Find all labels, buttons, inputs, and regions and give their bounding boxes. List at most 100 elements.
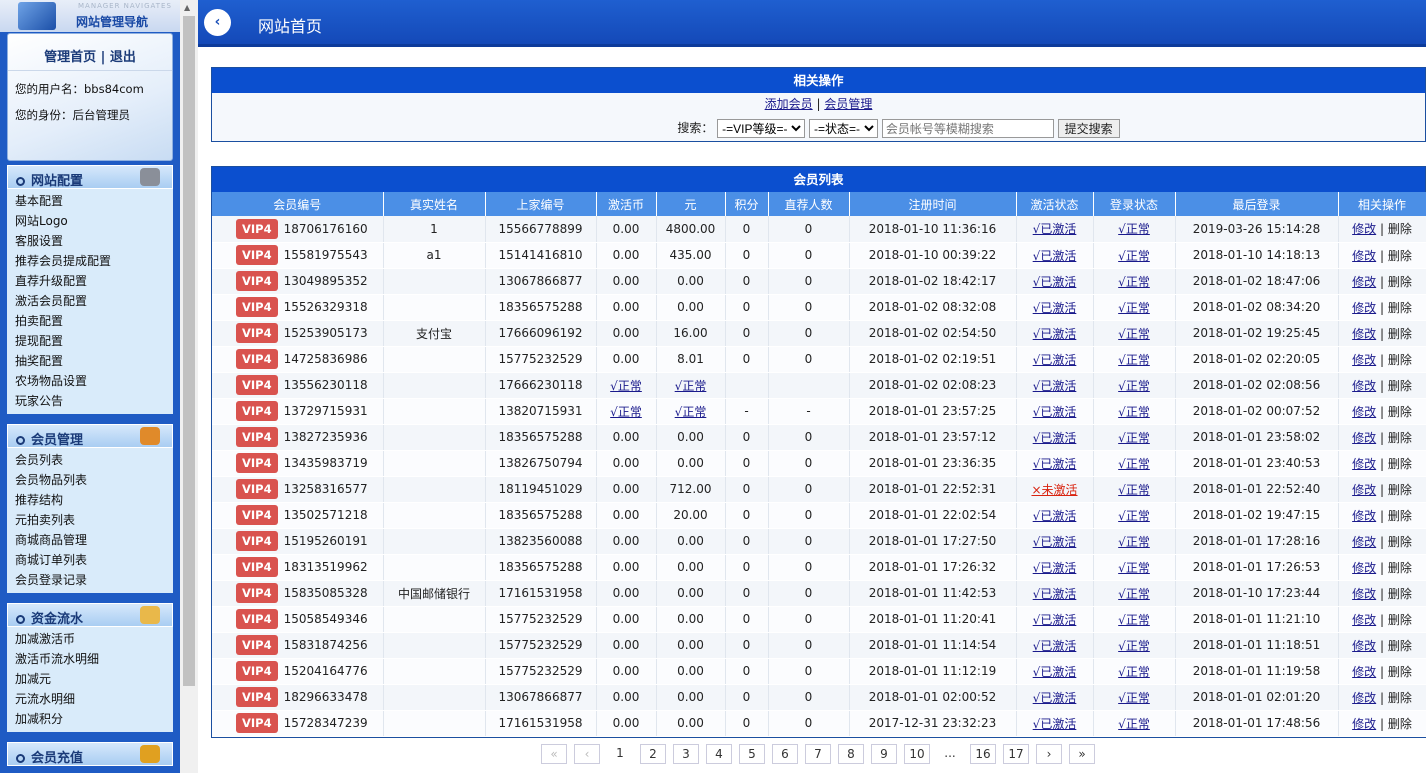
sidebar-group-header[interactable]: 会员充值 bbox=[7, 742, 173, 766]
delete-link[interactable]: 删除 bbox=[1387, 534, 1412, 549]
edit-link[interactable]: 修改 bbox=[1352, 430, 1377, 445]
activation-status-link[interactable]: √已激活 bbox=[1032, 690, 1077, 705]
login-status-link[interactable]: √正常 bbox=[1118, 352, 1150, 367]
status-link[interactable]: √正常 bbox=[610, 404, 642, 419]
login-status-link[interactable]: √正常 bbox=[1118, 430, 1150, 445]
activation-status-link[interactable]: √已激活 bbox=[1032, 560, 1077, 575]
sidebar-item[interactable]: 拍卖配置 bbox=[15, 314, 64, 328]
sidebar-item[interactable]: 加减积分 bbox=[15, 712, 64, 726]
edit-link[interactable]: 修改 bbox=[1352, 508, 1377, 523]
edit-link[interactable]: 修改 bbox=[1352, 222, 1377, 237]
login-status-link[interactable]: √正常 bbox=[1118, 664, 1150, 679]
activation-status-link[interactable]: √已激活 bbox=[1032, 456, 1077, 471]
sidebar-item[interactable]: 加减激活币 bbox=[15, 632, 76, 646]
sidebar-item[interactable]: 加减元 bbox=[15, 672, 52, 686]
delete-link[interactable]: 删除 bbox=[1387, 560, 1412, 575]
edit-link[interactable]: 修改 bbox=[1352, 612, 1377, 627]
admin-home-link[interactable]: 管理首页 bbox=[44, 50, 97, 65]
delete-link[interactable]: 删除 bbox=[1387, 326, 1412, 341]
page-button[interactable]: 9 bbox=[871, 744, 897, 764]
sidebar-item[interactable]: 推荐结构 bbox=[15, 493, 64, 507]
page-button[interactable]: 8 bbox=[838, 744, 864, 764]
search-input[interactable] bbox=[881, 119, 1054, 138]
login-status-link[interactable]: √正常 bbox=[1118, 326, 1150, 341]
login-status-link[interactable]: √正常 bbox=[1118, 300, 1150, 315]
edit-link[interactable]: 修改 bbox=[1352, 534, 1377, 549]
activation-status-link[interactable]: √已激活 bbox=[1032, 378, 1077, 393]
activation-status-link[interactable]: √已激活 bbox=[1032, 586, 1077, 601]
login-status-link[interactable]: √正常 bbox=[1118, 404, 1150, 419]
last-page-button[interactable]: » bbox=[1069, 744, 1095, 764]
sidebar-group-header[interactable]: 网站配置 bbox=[7, 165, 173, 189]
edit-link[interactable]: 修改 bbox=[1352, 716, 1377, 731]
activation-status-link[interactable]: √已激活 bbox=[1032, 248, 1077, 263]
page-button[interactable]: 1 bbox=[607, 744, 633, 764]
page-button[interactable]: 4 bbox=[706, 744, 732, 764]
sidebar-item[interactable]: 农场物品设置 bbox=[15, 374, 88, 388]
sidebar-scrollbar[interactable]: ▲ bbox=[180, 0, 198, 773]
activation-status-link[interactable]: √已激活 bbox=[1032, 352, 1077, 367]
status-link[interactable]: √正常 bbox=[610, 378, 642, 393]
delete-link[interactable]: 删除 bbox=[1387, 248, 1412, 263]
login-status-link[interactable]: √正常 bbox=[1118, 222, 1150, 237]
page-button[interactable]: 17 bbox=[1003, 744, 1029, 764]
login-status-link[interactable]: √正常 bbox=[1118, 456, 1150, 471]
edit-link[interactable]: 修改 bbox=[1352, 664, 1377, 679]
sidebar-item[interactable]: 会员列表 bbox=[15, 453, 64, 467]
edit-link[interactable]: 修改 bbox=[1352, 560, 1377, 575]
status-link[interactable]: √正常 bbox=[674, 404, 707, 419]
scroll-up-icon[interactable]: ▲ bbox=[184, 3, 191, 12]
sidebar-item[interactable]: 元拍卖列表 bbox=[15, 513, 76, 527]
delete-link[interactable]: 删除 bbox=[1387, 456, 1412, 471]
page-button[interactable]: 3 bbox=[673, 744, 699, 764]
prev-page-button[interactable]: ‹ bbox=[574, 744, 600, 764]
member-manage-link[interactable]: 会员管理 bbox=[824, 97, 873, 111]
activation-status-link[interactable]: √已激活 bbox=[1032, 326, 1077, 341]
delete-link[interactable]: 删除 bbox=[1387, 274, 1412, 289]
vip-level-select[interactable]: -=VIP等级=- bbox=[717, 119, 806, 138]
login-status-link[interactable]: √正常 bbox=[1118, 248, 1150, 263]
sidebar-item[interactable]: 直荐升级配置 bbox=[15, 274, 88, 288]
sidebar-item[interactable]: 推荐会员提成配置 bbox=[15, 254, 112, 268]
activation-status-link[interactable]: √已激活 bbox=[1032, 534, 1077, 549]
sidebar-item[interactable]: 会员物品列表 bbox=[15, 473, 88, 487]
sidebar-item[interactable]: 激活会员配置 bbox=[15, 294, 88, 308]
scrollbar-thumb[interactable] bbox=[183, 16, 195, 686]
activation-status-link[interactable]: √已激活 bbox=[1032, 716, 1077, 731]
page-button[interactable]: 16 bbox=[970, 744, 996, 764]
submit-search-button[interactable]: 提交搜索 bbox=[1057, 119, 1120, 138]
activation-status-link[interactable]: √已激活 bbox=[1032, 274, 1077, 289]
page-button[interactable]: 7 bbox=[805, 744, 831, 764]
edit-link[interactable]: 修改 bbox=[1352, 690, 1377, 705]
login-status-link[interactable]: √正常 bbox=[1118, 482, 1150, 497]
login-status-link[interactable]: √正常 bbox=[1118, 378, 1150, 393]
delete-link[interactable]: 删除 bbox=[1387, 482, 1412, 497]
login-status-link[interactable]: √正常 bbox=[1118, 274, 1150, 289]
delete-link[interactable]: 删除 bbox=[1387, 508, 1412, 523]
edit-link[interactable]: 修改 bbox=[1352, 300, 1377, 315]
edit-link[interactable]: 修改 bbox=[1352, 482, 1377, 497]
activation-status-link[interactable]: √已激活 bbox=[1032, 222, 1077, 237]
sidebar-item[interactable]: 元流水明细 bbox=[15, 692, 76, 706]
delete-link[interactable]: 删除 bbox=[1387, 430, 1412, 445]
delete-link[interactable]: 删除 bbox=[1387, 716, 1412, 731]
edit-link[interactable]: 修改 bbox=[1352, 404, 1377, 419]
delete-link[interactable]: 删除 bbox=[1387, 664, 1412, 679]
page-button[interactable]: 5 bbox=[739, 744, 765, 764]
sidebar-item[interactable]: 提现配置 bbox=[15, 334, 64, 348]
login-status-link[interactable]: √正常 bbox=[1118, 534, 1150, 549]
delete-link[interactable]: 删除 bbox=[1387, 352, 1412, 367]
login-status-link[interactable]: √正常 bbox=[1118, 716, 1150, 731]
sidebar-group-header[interactable]: 资金流水 bbox=[7, 603, 173, 627]
login-status-link[interactable]: √正常 bbox=[1118, 586, 1150, 601]
activation-status-link[interactable]: √已激活 bbox=[1032, 508, 1077, 523]
activation-status-link[interactable]: √已激活 bbox=[1032, 612, 1077, 627]
edit-link[interactable]: 修改 bbox=[1352, 378, 1377, 393]
edit-link[interactable]: 修改 bbox=[1352, 326, 1377, 341]
page-button[interactable]: 10 bbox=[904, 744, 930, 764]
activation-status-link[interactable]: √已激活 bbox=[1032, 430, 1077, 445]
edit-link[interactable]: 修改 bbox=[1352, 274, 1377, 289]
activation-status-link[interactable]: ×未激活 bbox=[1031, 482, 1078, 497]
sidebar-item[interactable]: 会员登录记录 bbox=[15, 573, 88, 587]
delete-link[interactable]: 删除 bbox=[1387, 586, 1412, 601]
